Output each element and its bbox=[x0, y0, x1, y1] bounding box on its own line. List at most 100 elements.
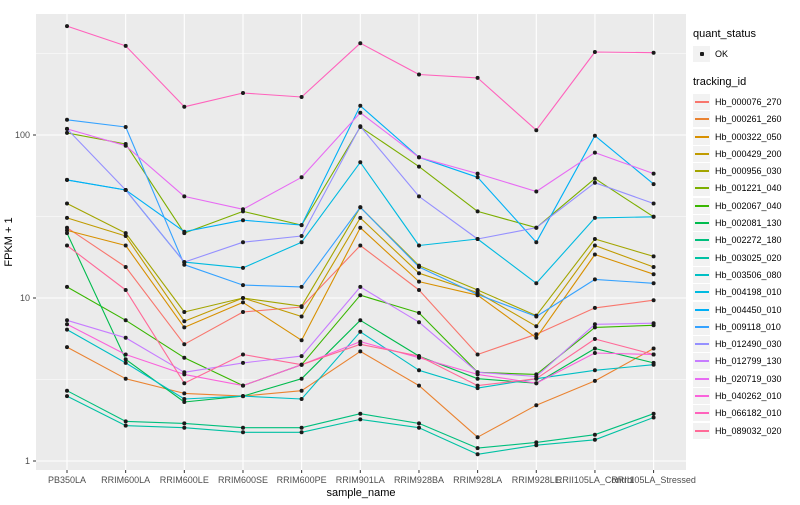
data-point-Hb_001221_040 bbox=[417, 164, 421, 169]
data-point-Hb_000322_050 bbox=[123, 243, 128, 248]
legend-item-Hb_066182_010: Hb_066182_010 bbox=[693, 405, 799, 422]
data-point-Hb_089032_020 bbox=[534, 376, 539, 381]
data-point-Hb_089032_020 bbox=[241, 352, 245, 357]
legend-item-Hb_004450_010: Hb_004450_010 bbox=[693, 301, 799, 318]
data-point-Hb_066182_010 bbox=[534, 128, 539, 133]
data-point-Hb_000956_030 bbox=[651, 254, 656, 259]
legend-key-box bbox=[693, 405, 710, 422]
data-point-Hb_000076_270 bbox=[123, 265, 128, 269]
data-point-Hb_002272_180 bbox=[475, 446, 480, 451]
legend-item-label: Hb_012490_030 bbox=[715, 339, 782, 350]
data-point-Hb_004450_010 bbox=[534, 240, 539, 245]
data-point-Hb_002272_180 bbox=[417, 421, 421, 426]
legend-item-Hb_000261_260: Hb_000261_260 bbox=[693, 111, 799, 128]
data-point-Hb_003025_020 bbox=[299, 430, 304, 435]
x-tick-label: RRIM600SE bbox=[218, 475, 268, 485]
data-point-Hb_020719_030 bbox=[182, 194, 187, 199]
series-color-line-icon bbox=[694, 170, 709, 173]
data-point-Hb_000322_050 bbox=[358, 225, 363, 230]
data-point-Hb_002272_180 bbox=[123, 419, 128, 424]
legend-item-label: Hb_040262_010 bbox=[715, 390, 782, 401]
data-point-Hb_003025_020 bbox=[592, 437, 597, 442]
data-point-Hb_009118_010 bbox=[358, 205, 363, 210]
legend-item-label: Hb_003506_080 bbox=[715, 269, 782, 280]
axis-ticks bbox=[33, 134, 655, 473]
data-point-Hb_002081_130 bbox=[123, 357, 128, 362]
data-point-Hb_000261_260 bbox=[592, 378, 597, 383]
data-point-Hb_000261_260 bbox=[534, 403, 539, 408]
data-point-Hb_004450_010 bbox=[358, 103, 363, 108]
data-point-Hb_000429_200 bbox=[534, 324, 539, 329]
series-color-line-icon bbox=[694, 152, 709, 155]
data-point-Hb_002272_180 bbox=[65, 388, 69, 393]
data-point-Hb_004450_010 bbox=[299, 223, 304, 228]
legend-item-Hb_001221_040: Hb_001221_040 bbox=[693, 180, 799, 197]
data-point-Hb_003506_080 bbox=[299, 397, 304, 401]
series-points bbox=[65, 24, 656, 457]
data-point-Hb_020719_030 bbox=[123, 143, 128, 148]
data-point-Hb_020719_030 bbox=[241, 207, 245, 212]
data-point-Hb_020719_030 bbox=[651, 171, 656, 176]
data-point-Hb_020719_030 bbox=[299, 175, 304, 180]
legend-item-Hb_000429_200: Hb_000429_200 bbox=[693, 145, 799, 162]
data-point-Hb_003506_080 bbox=[592, 368, 597, 373]
legend-item-Hb_009118_010: Hb_009118_010 bbox=[693, 318, 799, 335]
data-point-Hb_040262_010 bbox=[123, 352, 128, 357]
data-point-Hb_003506_080 bbox=[417, 368, 421, 373]
legend-item-Hb_040262_010: Hb_040262_010 bbox=[693, 387, 799, 404]
legend-key-box bbox=[693, 145, 710, 162]
legend-spacer bbox=[693, 62, 799, 76]
series-color-line-icon bbox=[694, 412, 709, 415]
series-color-line-icon bbox=[694, 360, 709, 363]
data-point-Hb_012490_030 bbox=[592, 180, 597, 185]
data-point-Hb_012799_130 bbox=[592, 322, 597, 327]
data-point-Hb_000261_260 bbox=[123, 376, 128, 381]
data-point-Hb_020719_030 bbox=[417, 155, 421, 160]
x-tick-label: RRIM600LA bbox=[101, 475, 150, 485]
data-point-Hb_000261_260 bbox=[651, 346, 656, 351]
data-point-Hb_000076_270 bbox=[417, 288, 421, 292]
legend-key-box bbox=[693, 387, 710, 404]
legend-item-label: Hb_004198_010 bbox=[715, 287, 782, 298]
data-point-Hb_002272_180 bbox=[592, 432, 597, 437]
legend-key-box bbox=[693, 336, 710, 353]
data-point-Hb_003506_080 bbox=[65, 327, 69, 332]
point-marker-icon bbox=[699, 51, 704, 56]
data-point-Hb_000261_260 bbox=[299, 388, 304, 393]
data-point-Hb_004450_010 bbox=[65, 177, 69, 182]
data-point-Hb_000956_030 bbox=[299, 304, 304, 309]
data-point-Hb_000429_200 bbox=[417, 271, 421, 276]
data-point-Hb_089032_020 bbox=[65, 243, 69, 248]
data-point-Hb_004198_010 bbox=[241, 265, 245, 270]
data-point-Hb_003025_020 bbox=[534, 443, 539, 448]
legend-item-label: Hb_002081_130 bbox=[715, 218, 782, 229]
data-point-Hb_003025_020 bbox=[182, 425, 187, 430]
legend-series-list: Hb_000076_270 Hb_000261_260 Hb_000322_050 H… bbox=[693, 93, 799, 439]
data-point-Hb_004450_010 bbox=[651, 182, 656, 187]
legend-item-label: Hb_000429_200 bbox=[715, 148, 782, 159]
data-point-Hb_000956_030 bbox=[592, 237, 597, 241]
data-point-Hb_000076_270 bbox=[651, 298, 656, 303]
data-point-Hb_002067_040 bbox=[65, 284, 69, 289]
legend-key-box bbox=[693, 266, 710, 283]
data-point-Hb_002272_180 bbox=[241, 425, 245, 430]
legend-item-Hb_003506_080: Hb_003506_080 bbox=[693, 266, 799, 283]
legend-key-box bbox=[693, 249, 710, 266]
data-point-Hb_000429_200 bbox=[299, 314, 304, 319]
data-point-Hb_003025_020 bbox=[417, 425, 421, 430]
x-tick-label: PB350LA bbox=[48, 475, 86, 485]
data-point-Hb_000322_050 bbox=[534, 335, 539, 340]
y-tick-label: 10 bbox=[20, 293, 30, 303]
legend-item-Hb_004198_010: Hb_004198_010 bbox=[693, 284, 799, 301]
legend-key-box bbox=[693, 128, 710, 145]
data-point-Hb_002067_040 bbox=[123, 318, 128, 323]
legend-key-box bbox=[693, 197, 710, 214]
legend-item-label: Hb_000322_050 bbox=[715, 131, 782, 142]
series-color-line-icon bbox=[694, 394, 709, 397]
legend-item-label: Hb_002272_180 bbox=[715, 235, 782, 246]
series-color-line-icon bbox=[694, 291, 709, 294]
y-tick-label: 1 bbox=[25, 456, 30, 466]
data-point-Hb_002272_180 bbox=[651, 411, 656, 416]
data-point-Hb_000956_030 bbox=[182, 310, 187, 314]
